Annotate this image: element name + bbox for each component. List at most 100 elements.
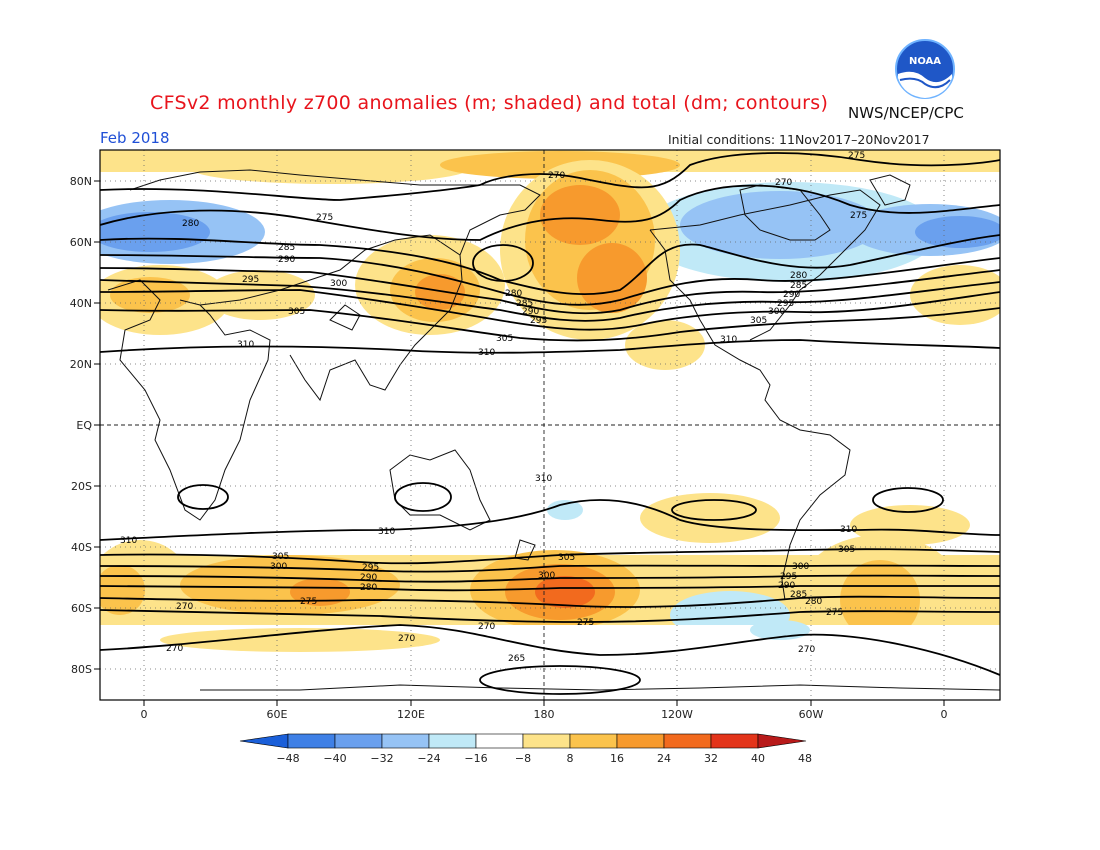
height-contours — [100, 152, 1000, 695]
contour-label: 300 — [538, 571, 555, 581]
contour-label: 270 — [548, 171, 565, 181]
noaa-logo-icon: NOAA — [895, 39, 955, 99]
contour-label: 310 — [840, 525, 857, 535]
colorbar-segment — [522, 733, 571, 749]
contour-label: 310 — [478, 348, 495, 358]
contour-label: 265 — [508, 654, 525, 664]
contour-label: 290 — [278, 255, 295, 265]
lon-label: 180 — [534, 708, 555, 721]
lat-label: 40S — [71, 541, 92, 554]
contour-label: 310 — [237, 340, 254, 350]
lon-label: 60E — [267, 708, 288, 721]
contour-label: 290 — [360, 573, 377, 583]
colorbar-segment — [475, 733, 524, 749]
coastlines — [107, 169, 1000, 691]
colorbar-segment — [710, 733, 759, 749]
lat-label: 60S — [71, 602, 92, 615]
lon-label: 0 — [941, 708, 948, 721]
contour-label: 295 — [242, 275, 259, 285]
contour-label: 275 — [850, 211, 867, 221]
lon-ticks — [143, 700, 945, 706]
contour-label: 280 — [790, 271, 807, 281]
lat-label: 40N — [70, 297, 92, 310]
colorbar-tick-label: 8 — [567, 752, 574, 765]
lat-label: 20N — [70, 358, 92, 371]
contour-label: 300 — [270, 562, 287, 572]
lat-label: 20S — [71, 480, 92, 493]
contour-label: 285 — [790, 281, 807, 291]
lat-labels: 80N 60N 40N 20N EQ 20S 40S 60S 80S — [70, 175, 93, 676]
contour-label: 305 — [288, 307, 305, 317]
contour-label: 290 — [778, 581, 795, 591]
colorbar-tick-label: −24 — [417, 752, 440, 765]
lat-label: 80N — [70, 175, 92, 188]
colorbar-tick-label: −16 — [464, 752, 487, 765]
colorbar-arrow-left — [239, 733, 289, 749]
lon-label: 0 — [141, 708, 148, 721]
contour-label: 305 — [496, 334, 513, 344]
lon-label: 60W — [799, 708, 824, 721]
colorbar-segment — [381, 733, 430, 749]
contour-label: 285 — [790, 590, 807, 600]
contour-label: 280 — [360, 583, 377, 593]
logo-text: NOAA — [909, 56, 941, 67]
contour-label: 305 — [750, 316, 767, 326]
colorbar-segment — [616, 733, 665, 749]
contour-label: 305 — [558, 553, 575, 563]
contour-label: 280 — [805, 597, 822, 607]
contour-label: 310 — [535, 474, 552, 484]
lat-ticks — [94, 180, 100, 670]
contour-label: 285 — [278, 243, 295, 253]
contour-label: 270 — [398, 634, 415, 644]
contour-label: 270 — [775, 178, 792, 188]
colorbar-tick-label: −8 — [515, 752, 531, 765]
contour-labels: 270 275 280 285 290 295 300 305 310 310 … — [120, 151, 867, 664]
colorbar-segment — [287, 733, 336, 749]
colorbar-tick-label: −32 — [370, 752, 393, 765]
colorbar-segment — [663, 733, 712, 749]
contour-label: 275 — [848, 151, 865, 161]
lon-label: 120W — [661, 708, 693, 721]
contour-label: 270 — [176, 602, 193, 612]
contour-label: 270 — [478, 622, 495, 632]
contour-label: 270 — [166, 644, 183, 654]
contour-label: 275 — [826, 608, 843, 618]
contour-label: 295 — [777, 299, 794, 309]
contour-label: 295 — [362, 563, 379, 573]
colorbar-tick-label: 24 — [657, 752, 671, 765]
colorbar-segment — [428, 733, 477, 749]
contour-label: 285 — [516, 299, 533, 309]
colorbar-tick-label: 16 — [610, 752, 624, 765]
agency-label: NWS/NCEP/CPC — [848, 104, 964, 122]
contour-label: 310 — [720, 335, 737, 345]
contour-label: 275 — [300, 597, 317, 607]
colorbar-arrow-right — [757, 733, 807, 749]
colorbar-segment — [569, 733, 618, 749]
contour-label: 300 — [768, 307, 785, 317]
contour-label: 275 — [577, 618, 594, 628]
valid-month-label: Feb 2018 — [100, 129, 170, 147]
contour-label: 305 — [838, 545, 855, 555]
contour-label: 295 — [530, 316, 547, 326]
contour-label: 280 — [182, 219, 199, 229]
contour-label: 280 — [505, 289, 522, 299]
lon-labels: 0 60E 120E 180 120W 60W 0 — [141, 708, 948, 721]
colorbar-tick-label: 40 — [751, 752, 765, 765]
initial-conditions-label: Initial conditions: 11Nov2017–20Nov2017 — [668, 132, 930, 147]
contour-label: 295 — [780, 572, 797, 582]
contour-label: 305 — [272, 552, 289, 562]
colorbar-tick-label: 32 — [704, 752, 718, 765]
colorbar-tick-label: −48 — [276, 752, 299, 765]
lat-label: 60N — [70, 236, 92, 249]
equator-dateline — [100, 150, 1000, 700]
contour-label: 290 — [783, 290, 800, 300]
colorbar-tick-label: −40 — [323, 752, 346, 765]
contour-label: 300 — [792, 562, 809, 572]
chart-title: CFSv2 monthly z700 anomalies (m; shaded)… — [150, 92, 829, 114]
contour-label: 275 — [316, 213, 333, 223]
contour-label: 310 — [378, 527, 395, 537]
colorbar: −48 −40 −32 −24 −16 −8 8 16 24 32 40 48 — [239, 733, 812, 765]
colorbar-segment — [334, 733, 383, 749]
contour-label: 290 — [522, 307, 539, 317]
